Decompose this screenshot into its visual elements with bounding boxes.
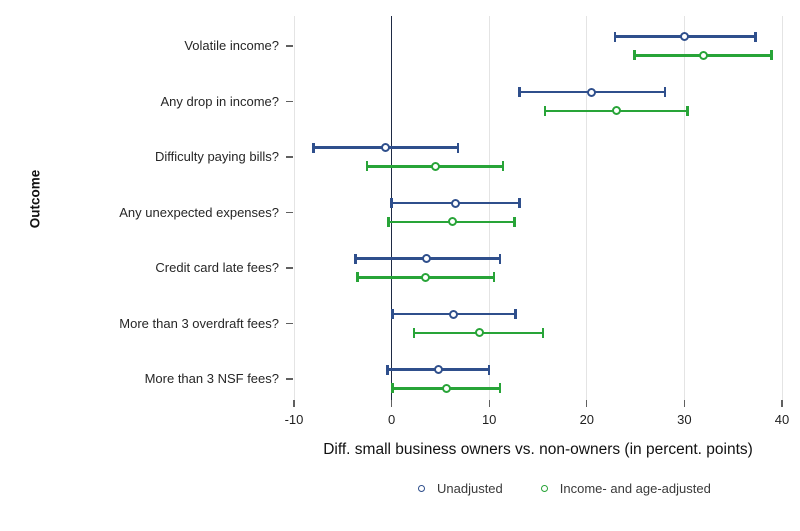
errorbar-cap-right: [518, 198, 521, 209]
x-tick: [293, 400, 295, 407]
y-tick: [286, 378, 293, 380]
x-tick: [781, 400, 783, 407]
point-marker-circle-icon: [611, 106, 621, 116]
point-marker-circle-icon: [433, 365, 443, 375]
point-marker-circle-icon: [587, 87, 597, 97]
legend-item-unadjusted: Unadjusted: [418, 481, 503, 496]
errorbar-cap-left: [356, 272, 359, 283]
errorbar-cap-left: [391, 383, 394, 394]
errorbar-cap-left: [387, 216, 390, 227]
x-tick-label: 40: [774, 412, 790, 427]
x-tick-label: 30: [677, 412, 692, 427]
y-tick: [286, 45, 293, 47]
y-tick: [286, 322, 293, 325]
gridline: [488, 16, 490, 400]
x-tick-label: 10: [481, 412, 497, 427]
category-label: Any unexpected expenses?: [119, 204, 279, 220]
legend-label-adjusted: Income- and age-adjusted: [559, 481, 711, 496]
errorbar-cap-left: [518, 87, 521, 98]
category-label: More than 3 overdraft fees?: [119, 315, 279, 331]
errorbar-cap-left: [543, 105, 547, 116]
errorbar-cap-right: [487, 364, 491, 375]
y-tick: [286, 100, 293, 103]
point-marker-circle-icon: [431, 161, 441, 171]
gridline: [586, 16, 588, 400]
errorbar-cap-left: [633, 50, 636, 61]
y-tick: [286, 156, 293, 158]
point-marker-circle-icon: [421, 272, 431, 282]
category-label: Credit card late fees?: [155, 260, 279, 275]
errorbar-cap-right: [686, 105, 689, 116]
errorbar-cap-right: [492, 272, 496, 283]
point-marker-circle-icon: [422, 254, 432, 264]
errorbar-cap-right: [514, 309, 517, 320]
point-marker-circle-icon: [441, 383, 451, 393]
legend-item-adjusted: Income- and age-adjusted: [540, 481, 711, 496]
errorbar-cap-right: [498, 383, 502, 394]
y-tick: [286, 211, 293, 214]
errorbar-cap-left: [613, 31, 617, 42]
point-marker-circle-icon: [474, 328, 484, 338]
errorbar-cap-left: [312, 142, 315, 153]
x-tick: [683, 400, 686, 407]
category-label: More than 3 NSF fees?: [144, 371, 279, 386]
x-tick: [586, 400, 588, 407]
point-marker-circle-icon: [450, 198, 460, 208]
errorbar-cap-right: [770, 50, 773, 61]
errorbar-cap-right: [501, 161, 505, 172]
adjusted-circle-icon: [540, 485, 548, 492]
errorbar-cap-right: [513, 216, 516, 227]
legend-label-unadjusted: Unadjusted: [437, 481, 503, 496]
errorbar-cap-right: [498, 253, 502, 264]
x-tick-label: -10: [284, 412, 304, 427]
point-marker-circle-icon: [448, 309, 458, 319]
errorbar-cap-left: [386, 364, 389, 375]
x-tick: [390, 400, 393, 407]
errorbar-cap-left: [365, 161, 369, 172]
gridline: [781, 16, 783, 400]
errorbar-cap-right: [754, 31, 757, 42]
gridline: [293, 16, 295, 400]
errorbar-cap-right: [541, 327, 545, 338]
gridline: [683, 16, 685, 400]
category-label: Volatile income?: [184, 38, 279, 53]
point-marker-circle-icon: [679, 32, 689, 42]
unadjusted-circle-icon: [418, 485, 425, 492]
x-tick: [488, 400, 490, 407]
x-tick-label: 20: [579, 412, 595, 427]
x-axis-title: Diff. small business owners vs. non-owne…: [323, 441, 753, 458]
point-marker-circle-icon: [699, 50, 709, 60]
errorbar-cap-left: [354, 253, 357, 264]
category-label: Difficulty paying bills?: [154, 149, 279, 164]
errorbar-cap-left: [412, 327, 416, 338]
category-label: Any drop in income?: [160, 93, 279, 109]
x-tick-label: 0: [387, 412, 396, 427]
errorbar-cap-left: [390, 198, 393, 209]
errorbar-cap-left: [391, 309, 394, 320]
point-marker-circle-icon: [447, 217, 457, 227]
errorbar-cap-right: [456, 142, 460, 153]
y-tick: [286, 267, 293, 269]
legend: Unadjusted Income- and age-adjusted: [418, 481, 711, 496]
errorbar-cap-right: [663, 87, 667, 98]
point-marker-circle-icon: [381, 143, 391, 153]
